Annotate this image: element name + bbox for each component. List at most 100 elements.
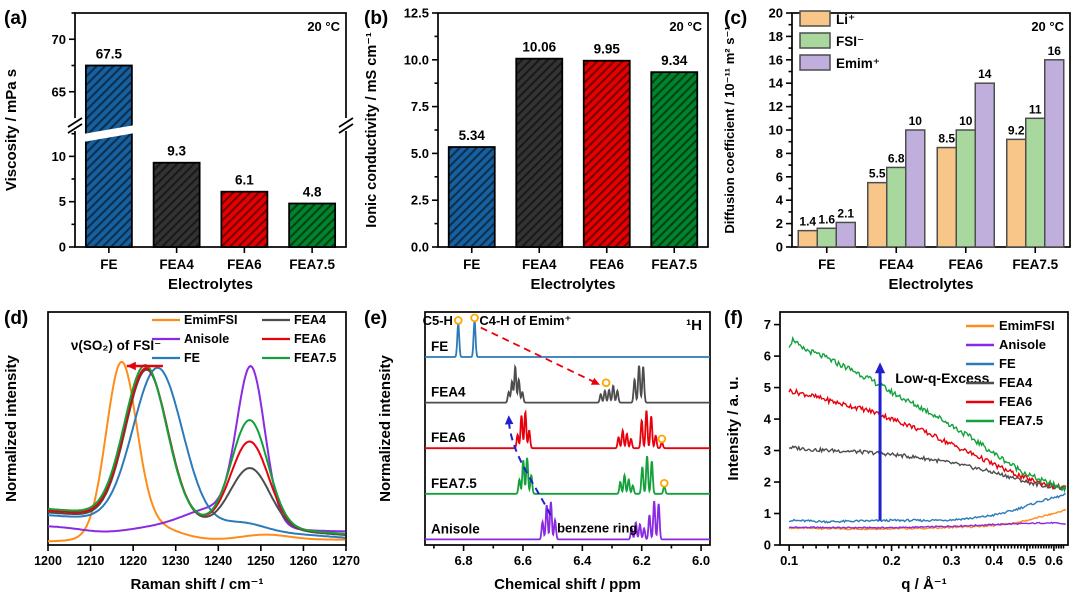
panel-d-raman: 1200 1210 1220 1230 1240 1250 1260 1270 EmimFSI A… [0,300,360,600]
x-tick-label: 0.3 [942,553,960,568]
bar-FEA7.5 [650,71,699,248]
legend-swatch-FSI⁻ [799,32,831,49]
x-tick-label: 1210 [77,554,105,568]
f-y-axis-title: Intensity / a. u. [725,376,742,480]
bar-FE [447,146,496,248]
raman-series-FEA7.5 [47,364,346,536]
bar-value-label: 2.1 [837,206,854,220]
c-legend: Li⁺ FSI⁻ Emim⁺ [799,10,880,71]
x-tick-label: 6.4 [573,553,592,568]
y-tick-label: 8 [776,146,783,161]
bar-FEA6-FSI⁻ [955,129,976,248]
arrowhead [504,415,514,425]
bar-value-label: 10.06 [522,40,556,55]
bar-value-label: 8.5 [938,132,955,146]
c-temperature-note: 20 °C [1031,19,1064,34]
y-tick-label: 18 [769,29,783,44]
bar-FE-Li⁺ [797,229,818,248]
bar-value-label: 1.6 [818,212,835,226]
nmr-trace-Anisole [425,500,710,541]
b-temperature-note: 20 °C [669,19,702,34]
x-tick-label: 1270 [332,554,360,568]
bar-break-gap [82,125,135,142]
legend-label: FEA7.5 [999,413,1043,428]
low-q-excess-label: Low-q-Excess [895,370,989,386]
x-tick-label: 0.1 [780,553,798,568]
y-tick-label: 6 [764,349,771,364]
x-category-label: FE [100,257,117,272]
x-tick-label: 0.6 [1045,553,1063,568]
bar-value-label: 9.34 [661,53,688,68]
trace-label-FEA7.5: FEA7.5 [431,476,477,491]
legend-label: FE [999,356,1016,371]
y-tick-label: 14 [769,76,784,91]
legend-label: EmimFSI [184,313,238,327]
raman-series-FE [47,366,346,539]
x-category-label: FEA4 [879,257,914,272]
y-tick-label: 20 [769,6,783,21]
d-y-axis-title: Normalized intensity [3,354,20,501]
y-tick-label: 70 [52,32,66,47]
bar-FEA4-Li⁺ [867,181,888,248]
plot-frame [424,311,711,546]
panel-a-viscosity-chart: 0 5 10 65 70 67.5 FE 9.3 FEA4 6.1 FEA6 4.8 FEA7.5 Ele… [3,8,354,293]
legend-swatch-Emim⁺ [799,54,831,71]
x-category-label: FEA6 [948,257,983,272]
legend-label: FEA6 [294,332,326,346]
raman-series-FEA6 [47,367,346,536]
y-tick-label: 3 [764,443,771,458]
b-panel-letter: (b) [364,8,388,29]
y-tick-label: 2 [764,475,771,490]
x-category-label: FEA6 [589,257,624,272]
y-tick-label: 4 [776,193,784,208]
trace-label-FEA6: FEA6 [431,430,466,445]
b-y-axis-title: Ionic conductivity / mS cm⁻¹ [364,32,380,228]
bar-FEA4 [152,161,201,248]
y-tick-label: 16 [769,52,783,67]
x-category-label: FEA7.5 [1012,257,1058,272]
bar-value-label: 6.1 [235,173,254,188]
red-dashed-arrow [480,326,597,384]
bar-FEA4-Emim⁺ [905,129,926,248]
legend-label: FEA6 [999,394,1032,409]
bar-value-label: 9.95 [594,42,621,57]
legend-label: FEA4 [294,313,326,327]
x-tick-label: 6.8 [455,553,473,568]
nmr-trace-FEA6 [425,409,710,450]
x-category-label: FEA6 [227,257,262,272]
scattering-series-Anisole [788,521,1067,530]
legend-label: Li⁺ [836,12,855,27]
bar-value-label: 4.8 [303,185,322,200]
bar-FEA4-FSI⁻ [886,166,907,248]
blue-dashed-arrow [507,419,552,516]
y-tick-label: 0 [776,240,783,255]
x-category-label: FEA4 [159,257,194,272]
legend-label: Anisole [999,337,1046,352]
arrowhead [126,361,136,371]
bar-FEA7.5-Li⁺ [1006,138,1027,248]
legend-label: Emim⁺ [836,56,880,71]
y-tick-label: 12 [769,99,783,114]
y-tick-label: 6 [776,169,783,184]
x-tick-label: 1260 [290,554,318,568]
bar-value-label: 5.34 [459,128,486,143]
e-peak-label-0: C5-H [423,313,453,328]
nmr-trace-FEA4 [425,363,710,404]
trace-label-Anisole: Anisole [431,521,480,536]
y-tick-label: 7.5 [411,99,429,114]
panel-c-diffusion-chart: 0 2 4 6 8 10 12 14 16 18 20 1.4 1.6 2.1 FE 5.56.8 10 FEA4… [722,6,1071,293]
x-tick-label: 1200 [34,554,62,568]
e-benzene-ring-label: benzene ring [557,520,637,535]
y-tick-label: 12.5 [404,6,429,21]
panel-f-saxs: 0 1 2 3 4 5 6 7 0.1 0.2 0.3 0.4 0.5 0.6 Low-q-Excess Em… [720,300,1080,600]
conductivity-bars [447,57,699,248]
scattering-series-FEA4 [788,445,1067,491]
y-tick-label: 7 [764,317,771,332]
y-tick-label: 1 [764,506,771,521]
x-category-label: FEA7.5 [289,257,335,272]
b-x-axis-title: Electrolytes [530,276,615,293]
e-x-axis-title: Chemical shift / ppm [494,576,641,593]
x-tick-label: 0.2 [883,553,901,568]
